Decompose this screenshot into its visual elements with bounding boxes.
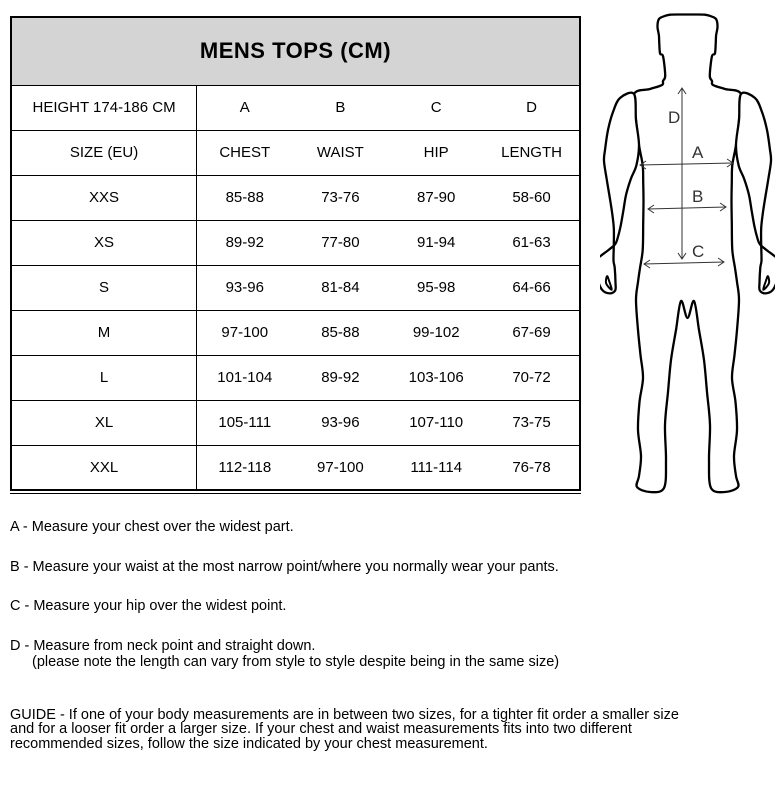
svg-text:A: A	[692, 143, 704, 162]
svg-text:C: C	[692, 242, 704, 261]
svg-text:D: D	[668, 108, 680, 127]
svg-text:B: B	[692, 187, 703, 206]
